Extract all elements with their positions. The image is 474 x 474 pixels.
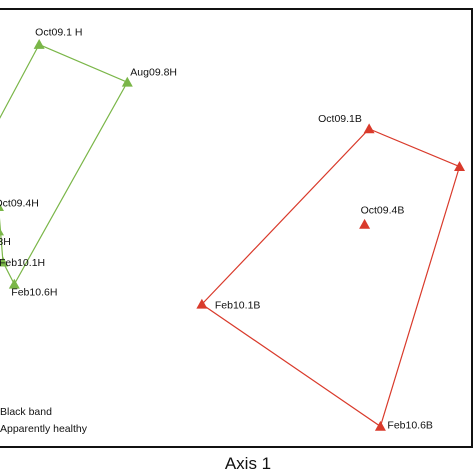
point-label: Feb10.1H (0, 257, 45, 269)
legend-label-black-band: Black band (0, 406, 52, 418)
triangle-marker (0, 203, 4, 211)
triangle-marker (359, 218, 371, 229)
hull-black-band (200, 128, 461, 428)
triangle-marker (0, 228, 4, 236)
point-label: Oct09.4H (0, 198, 39, 210)
triangle-marker (454, 161, 466, 172)
triangle-marker (33, 39, 45, 49)
marker-layer (0, 39, 466, 431)
triangle-marker (363, 123, 375, 134)
triangle-marker (8, 278, 20, 289)
point-label: Oct09.1B (318, 113, 362, 125)
point-label: Aug09.8H (130, 66, 177, 78)
triangle-marker (196, 298, 208, 309)
legend-label-apparently-healthy: Apparently healthy (0, 423, 88, 435)
hull-apparently-healthy (0, 43, 129, 286)
legend: Black band Apparently healthy (0, 406, 88, 435)
plot-frame (0, 8, 473, 448)
point-label: Feb10.1B (215, 299, 261, 311)
point-label: Feb10.6H (11, 286, 57, 298)
x-axis-title: Axis 1 (225, 454, 271, 473)
point-label: Feb10.6B (387, 419, 433, 431)
label-layer: Oct09.1 H Aug09.8H Oct09.4H .3H Feb10.1H Feb1… (0, 27, 433, 432)
point-label: Oct09.1 H (35, 27, 82, 39)
triangle-marker (0, 256, 9, 267)
triangle-marker (121, 76, 133, 87)
point-label: .3H (0, 236, 11, 248)
hull-layer (0, 43, 461, 428)
triangle-marker (374, 420, 386, 431)
point-label: Oct09.4B (361, 204, 405, 216)
